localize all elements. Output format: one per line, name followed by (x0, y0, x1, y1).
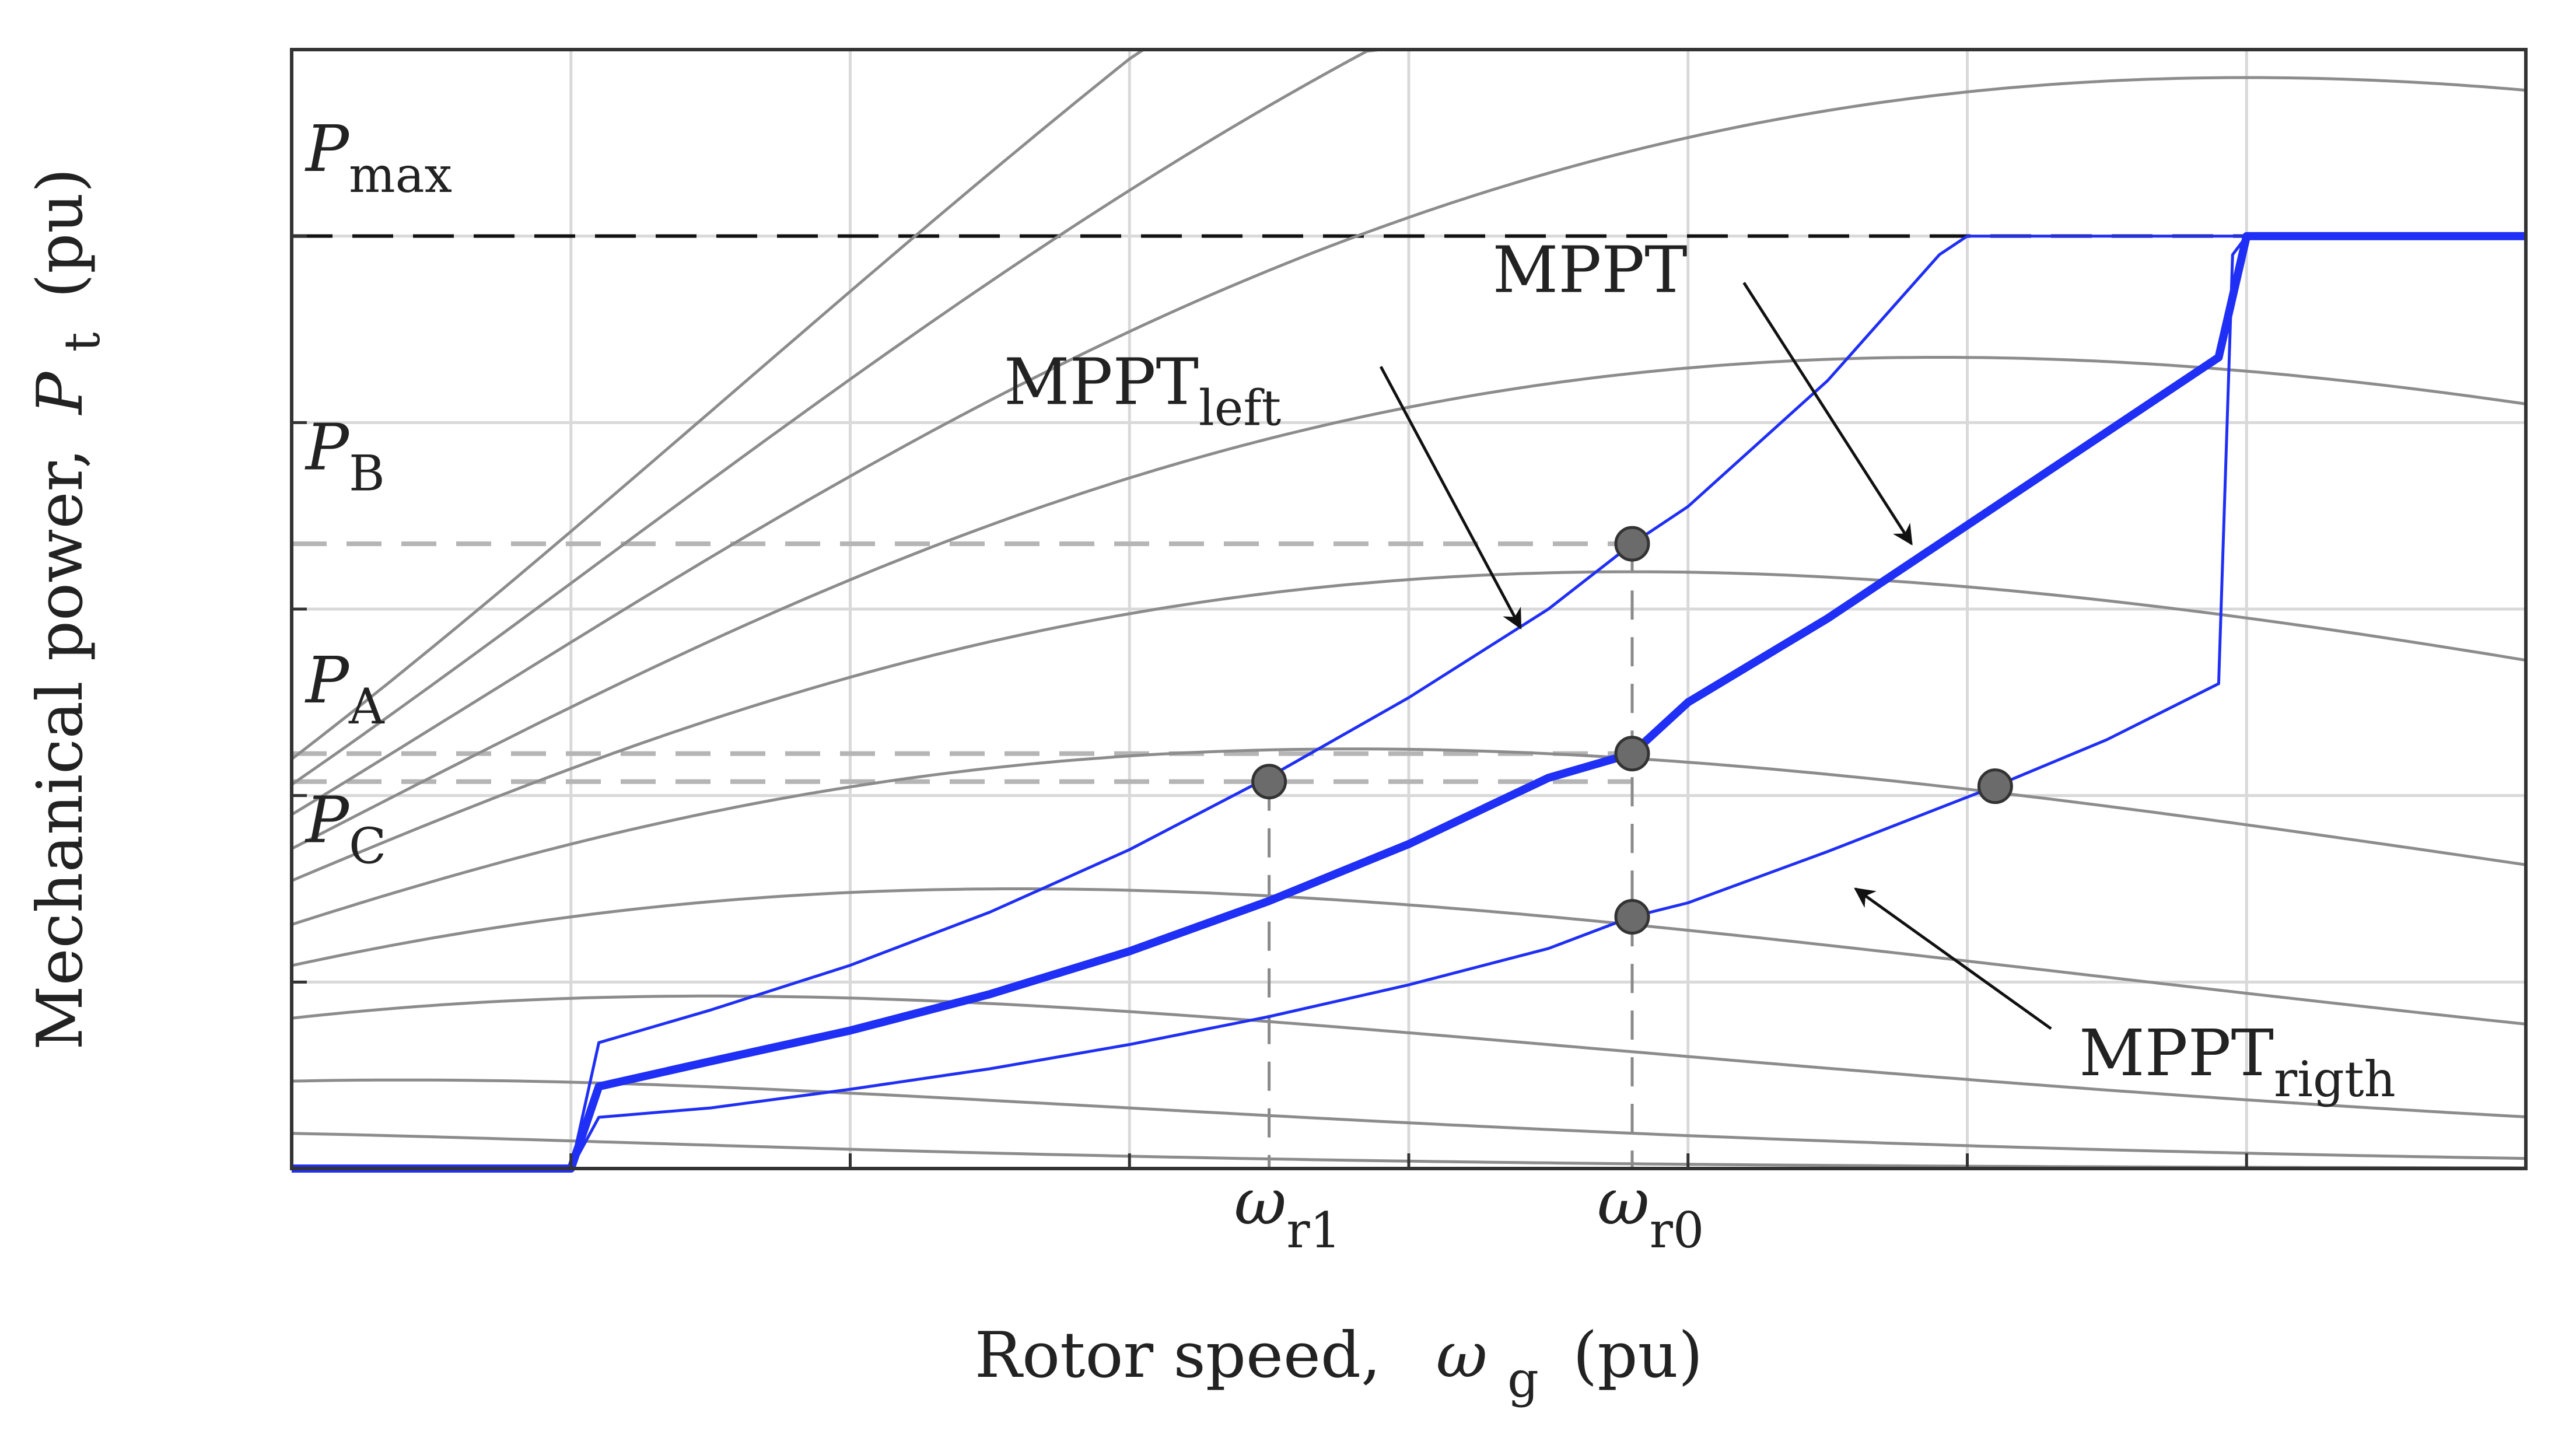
wind-curve-7 (290, 76, 2526, 816)
point-E (1977, 768, 2013, 805)
wind-curve-2 (291, 994, 2526, 1118)
series-line-MPPT (292, 232, 2526, 1173)
ref-label-sub-P_B: B (349, 445, 385, 502)
point-D (1614, 898, 1650, 935)
x-axis-label-symbol: ω (1436, 1319, 1488, 1392)
series-label-sub-MPPT_left: left (1199, 379, 1282, 436)
wind-curve-3 (291, 887, 2526, 1026)
ref-label-symbol-P_A: P (304, 643, 350, 718)
ref-label-P_max: Pmax (304, 111, 452, 204)
wind-curve-1 (291, 1078, 2526, 1160)
mppt-arrow (1742, 282, 1913, 546)
ref-label-sub-P_max: max (349, 146, 452, 204)
ref-label-symbol-P_max: P (304, 111, 350, 186)
y-axis-label-text: Mechanical power, (24, 449, 97, 1050)
arrows (1379, 282, 2052, 1030)
x-axis-label: Rotor speed, ω g (pu) (975, 1319, 1703, 1412)
x-axis-label-unit: (pu) (1573, 1319, 1703, 1392)
wind-curve-5 (291, 570, 2526, 882)
wind-curve-4 (291, 747, 2526, 926)
point-A (1614, 736, 1650, 772)
series-label-sub-MPPT_right: rigth (2274, 1051, 2396, 1108)
vmarker-sub-omega_r1: r1 (1286, 1202, 1341, 1259)
tick-labels (290, 48, 2528, 1170)
x-axis-label-sub: g (1507, 1351, 1539, 1408)
vmarker-label-omega_r0: ωr0 (1597, 1164, 1704, 1259)
mppt-right-arrow (1854, 887, 2052, 1030)
operating-points (1251, 526, 2013, 935)
series-label-MPPT_right: MPPTrigth (2079, 1016, 2396, 1108)
ref-label-sub-P_C: C (349, 818, 386, 875)
point-C (1251, 764, 1287, 800)
wind-curve-6 (290, 356, 2526, 851)
series-label-MPPT_left: MPPTleft (1004, 344, 1282, 436)
y-axis-label-sub: t (54, 332, 111, 352)
series-label-main-MPPT_right: MPPT (2079, 1016, 2274, 1090)
mppt-series (292, 232, 2526, 1173)
ref-label-P_B: PB (304, 410, 385, 502)
wind-curve-9 (290, 48, 1199, 761)
series-line-MPPT_right (292, 235, 2526, 1170)
ref-label-P_A: PA (304, 643, 385, 735)
vmarker-symbol-omega_r0: ω (1597, 1164, 1650, 1239)
series-label-main-MPPT: MPPT (1493, 233, 1688, 307)
point-B (1614, 526, 1650, 562)
wind-curve-8 (290, 48, 1451, 786)
vmarker-sub-omega_r0: r0 (1650, 1202, 1704, 1259)
vmarker-symbol-omega_r1: ω (1234, 1164, 1287, 1239)
ref-label-sub-P_A: A (348, 678, 385, 735)
ref-label-P_C: PC (304, 783, 386, 875)
series-label-MPPT: MPPT (1493, 233, 1688, 307)
y-axis-label: Mechanical power, P t (pu) (24, 168, 114, 1050)
ref-label-symbol-P_C: P (304, 783, 350, 858)
series-line-MPPT_left (292, 235, 2526, 1170)
y-axis-label-symbol: P (24, 370, 97, 415)
x-axis-label-text: Rotor speed, (975, 1319, 1381, 1392)
series-label-main-MPPT_left: MPPT (1004, 344, 1199, 419)
ref-label-symbol-P_B: P (304, 410, 350, 484)
vmarker-label-omega_r1: ωr1 (1234, 1164, 1341, 1259)
y-axis-label-unit: (pu) (24, 168, 97, 298)
mppt-left-arrow (1379, 366, 1522, 630)
reference-lines (292, 234, 2526, 1169)
